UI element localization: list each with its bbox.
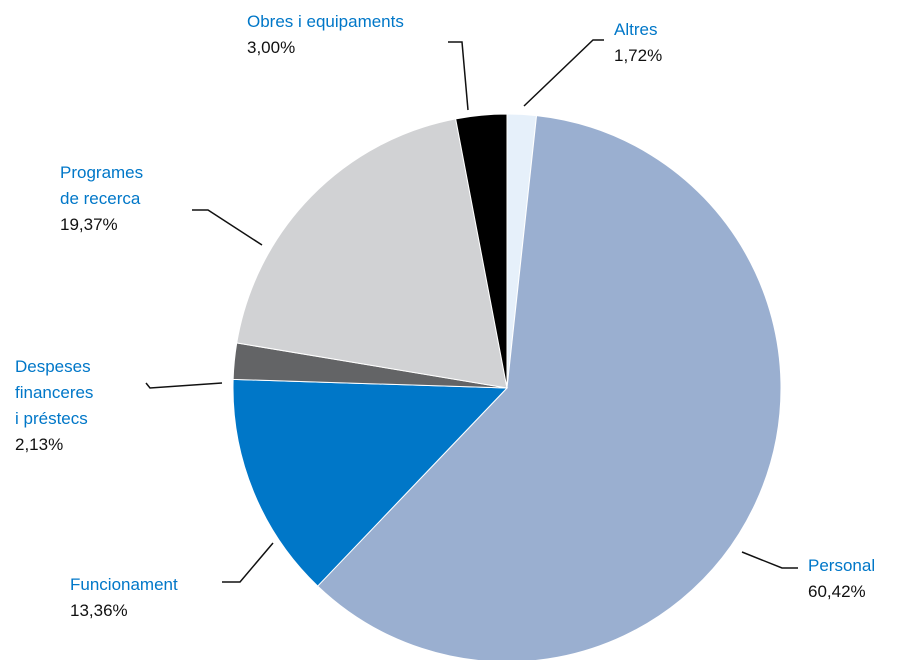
category-label: Funcionament: [70, 575, 178, 594]
pie-slice: [455, 113, 508, 389]
slice-label: Altres 1,72%: [614, 17, 814, 69]
leader-line: [145, 382, 223, 389]
value-label: 13,36%: [70, 601, 128, 620]
slice-label: Obres i equipaments 3,00%: [247, 9, 507, 61]
category-label: Programes de recerca: [60, 163, 144, 208]
value-label: 1,72%: [614, 46, 663, 65]
category-label: Altres: [614, 20, 658, 39]
value-label: 2,13%: [15, 435, 64, 454]
pie-slice: [316, 115, 782, 660]
category-label: Obres i equipaments: [247, 12, 404, 31]
slice-label: Programes de recerca 19,37%: [60, 160, 155, 238]
value-label: 19,37%: [60, 215, 118, 234]
slice-label: Funcionament 13,36%: [70, 572, 270, 624]
category-label: Personal: [808, 556, 876, 575]
value-label: 3,00%: [247, 38, 296, 57]
leader-line: [523, 39, 604, 107]
leader-line: [192, 209, 263, 246]
leader-line: [222, 542, 274, 583]
pie-slice: [236, 118, 508, 389]
leader-line: [448, 41, 469, 111]
leader-line: [741, 551, 798, 569]
category-label: Despeses financeres i préstecs: [15, 357, 94, 428]
slice-label: Despeses financeres i préstecs 2,13%: [15, 354, 99, 458]
slice-label: Personal 60,42%: [808, 553, 898, 605]
value-label: 60,42%: [808, 582, 866, 601]
pie-slice: [232, 378, 509, 587]
